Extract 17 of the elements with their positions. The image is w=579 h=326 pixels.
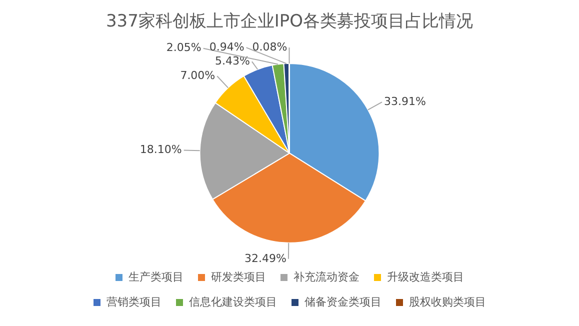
legend-label: 储备资金类项目 xyxy=(304,295,382,308)
data-label: 2.05% xyxy=(166,41,202,54)
data-label: 33.91% xyxy=(384,94,426,108)
data-label: 18.10% xyxy=(140,143,182,156)
data-label: 32.49% xyxy=(244,252,286,265)
legend-label: 补充流动资金 xyxy=(294,270,360,284)
legend-label: 升级改造类项目 xyxy=(387,270,464,284)
legend-label: 研发类项目 xyxy=(211,270,266,284)
data-label: 5.43% xyxy=(214,54,250,68)
data-label: 0.94% xyxy=(209,40,244,54)
legend-label: 营销类项目 xyxy=(106,295,162,308)
legend-label: 信息化建设类项目 xyxy=(189,295,277,308)
chart-title: 337家科创板上市企业IPO各类募投项目占比情况 xyxy=(106,12,474,32)
data-label: 7.00% xyxy=(180,69,216,82)
legend-label: 生产类项目 xyxy=(128,270,184,284)
legend-label: 股权收购类项目 xyxy=(409,295,486,308)
data-label: 0.08% xyxy=(252,40,288,54)
